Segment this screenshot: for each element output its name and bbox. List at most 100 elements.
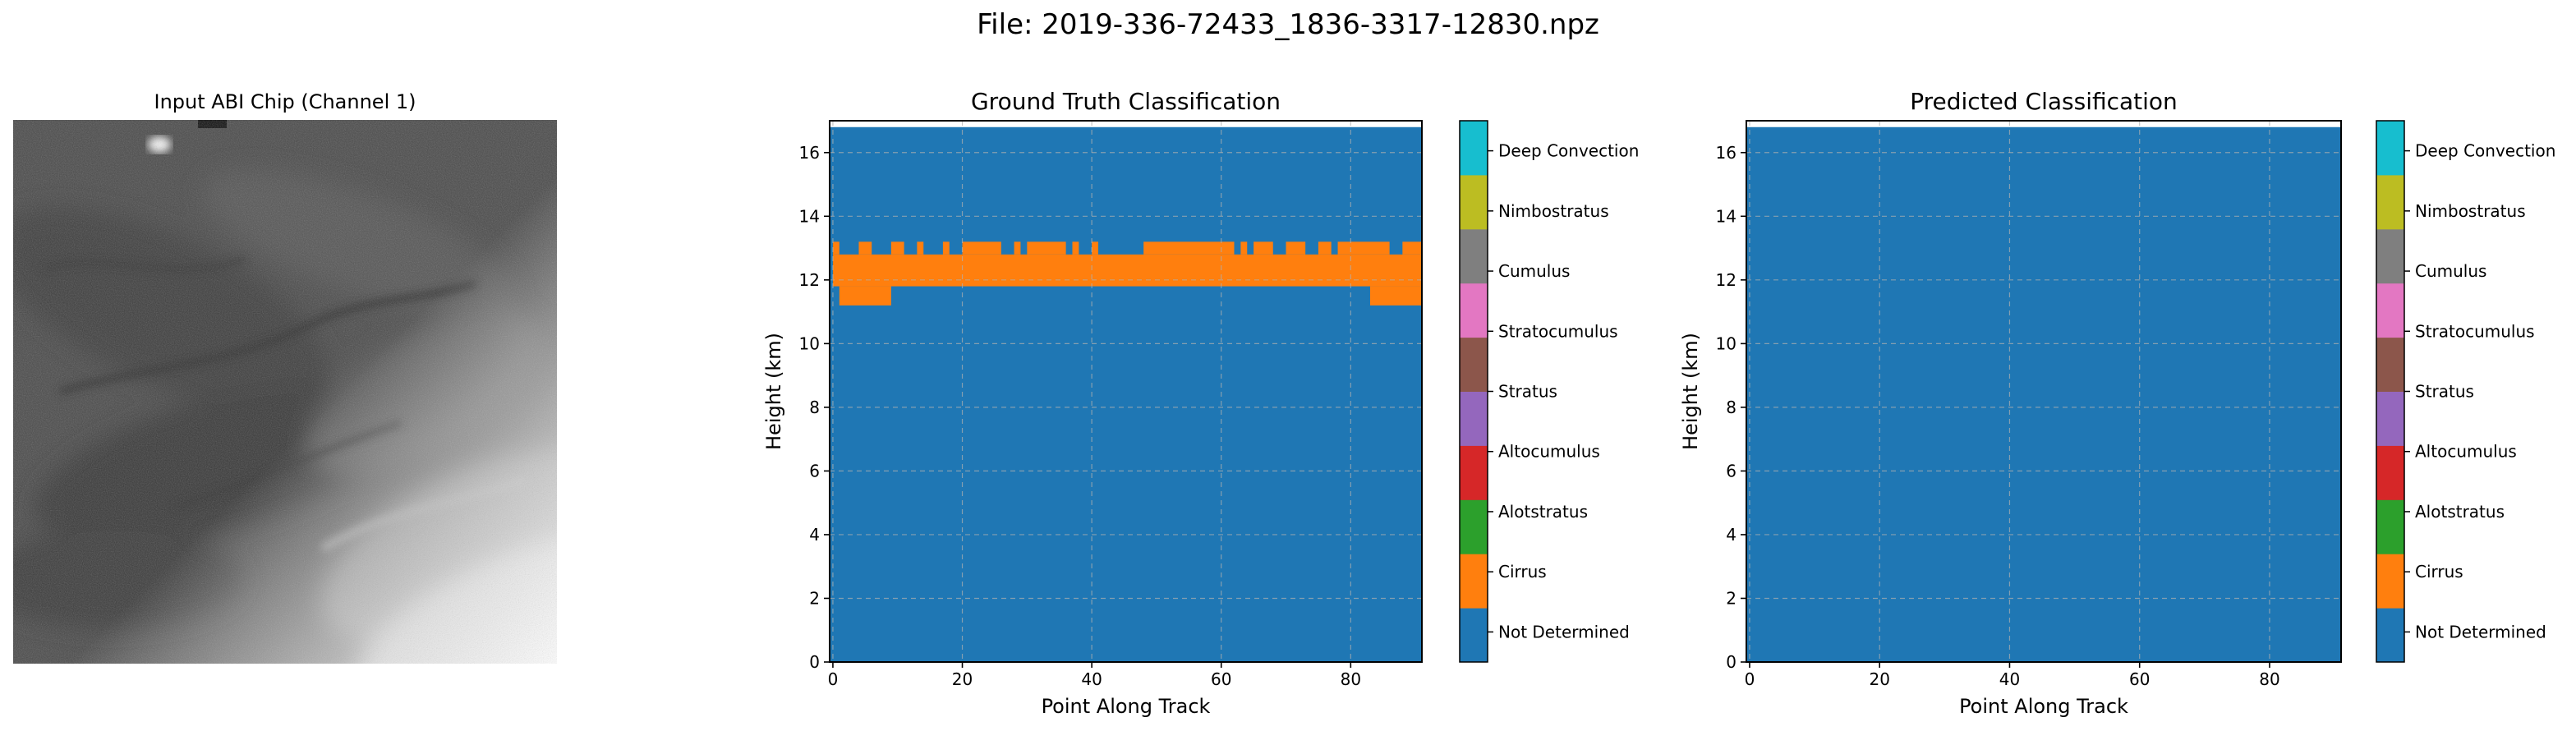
colorbar-segment — [2376, 174, 2404, 230]
x-tick-label: 60 — [2129, 669, 2150, 689]
y-tick-label: 14 — [1716, 206, 1736, 226]
heatmap-cell — [890, 241, 904, 255]
colorbar-label: Altocumulus — [2415, 442, 2517, 462]
heatmap-background — [1746, 126, 2341, 663]
heatmap-cell — [1143, 241, 1235, 255]
heatmap-cell — [832, 241, 840, 255]
y-tick-label: 8 — [809, 398, 820, 417]
y-tick-label: 6 — [809, 461, 820, 480]
heatmap-cell — [1072, 241, 1079, 255]
y-axis-label: Height (km) — [1679, 333, 1702, 450]
colorbar-segment — [2376, 554, 2404, 609]
heatmap-cell — [1318, 241, 1332, 255]
heatmap-cell — [839, 286, 891, 306]
plot-frame — [1746, 120, 2342, 663]
heatmap-cell — [1254, 241, 1273, 255]
x-tick-label: 40 — [1081, 669, 1102, 689]
colorbar-frame — [1459, 120, 1488, 663]
colorbar-segment — [1460, 174, 1488, 230]
x-tick-label: 80 — [2259, 669, 2279, 689]
y-tick-label: 10 — [799, 333, 820, 353]
y-tick-label: 6 — [1726, 461, 1736, 480]
figure-title: File: 2019-336-72433_1836-3317-12830.npz — [977, 8, 1599, 41]
y-tick-label: 16 — [799, 143, 820, 163]
x-tick-label: 0 — [828, 669, 839, 689]
colorbar-segment — [2376, 445, 2404, 500]
y-tick-label: 4 — [1726, 525, 1736, 545]
colorbar-label: Stratocumulus — [1498, 321, 1618, 341]
x-tick-label: 20 — [952, 669, 973, 689]
heatmap-cell — [1014, 241, 1021, 255]
colorbar-label: Cirrus — [1498, 562, 1547, 582]
colorbar-segment — [2376, 337, 2404, 392]
colorbar-label: Deep Convection — [1498, 141, 1639, 161]
colorbar-segment — [1460, 554, 1488, 609]
y-tick-label: 2 — [1726, 588, 1736, 608]
x-tick-label: 40 — [1999, 669, 2020, 689]
heatmap-background — [830, 126, 1422, 663]
colorbar-label: Deep Convection — [2415, 141, 2555, 161]
colorbar-segment — [2376, 608, 2404, 663]
colorbar-label: Altocumulus — [1498, 442, 1600, 462]
heatmap-cell — [1402, 241, 1422, 255]
plot-area — [830, 121, 1422, 662]
colorbar-segment — [1460, 445, 1488, 500]
colorbar-label: Cumulus — [2415, 261, 2486, 281]
colorbar-segment — [2376, 391, 2404, 446]
colorbar-label: Nimbostratus — [2415, 201, 2526, 221]
y-tick-label: 10 — [1716, 333, 1736, 353]
colorbar-label: Stratocumulus — [2415, 321, 2535, 341]
x-tick-label: 20 — [1869, 669, 1889, 689]
heatmap-cell — [832, 254, 1422, 287]
x-axis-label: Point Along Track — [1042, 695, 1211, 718]
y-tick-label: 12 — [1716, 270, 1736, 290]
colorbar-segment — [1460, 608, 1488, 663]
heatmap-cell — [942, 241, 950, 255]
colorbar-segment — [1460, 121, 1488, 176]
y-tick-label: 0 — [809, 652, 820, 672]
y-tick-label: 14 — [799, 206, 820, 226]
heatmap-cell — [1337, 241, 1390, 255]
input-chip-title: Input ABI Chip (Channel 1) — [154, 90, 416, 113]
input-abi-chip-image — [13, 120, 557, 664]
y-tick-label: 2 — [809, 588, 820, 608]
heatmap-cell — [858, 241, 872, 255]
y-tick-label: 8 — [1726, 398, 1736, 417]
panel-title: Ground Truth Classification — [971, 88, 1281, 115]
heatmap-cell — [1240, 241, 1248, 255]
heatmap-cell — [1027, 241, 1066, 255]
colorbar-label: Alotstratus — [1498, 502, 1588, 522]
x-tick-label: 60 — [1211, 669, 1231, 689]
plot-frame — [829, 120, 1423, 663]
colorbar-label: Cumulus — [1498, 261, 1570, 281]
colorbar-segment — [1460, 228, 1488, 284]
x-tick-label: 80 — [1341, 669, 1361, 689]
colorbar-segment — [1460, 337, 1488, 392]
colorbar-label: Stratus — [1498, 382, 1557, 402]
colorbar-segment — [2376, 283, 2404, 338]
heatmap-cell — [962, 241, 1001, 255]
colorbar-segment — [1460, 391, 1488, 446]
y-tick-label: 0 — [1726, 652, 1736, 672]
heatmap-cell — [1286, 241, 1306, 255]
y-tick-label: 12 — [799, 270, 820, 290]
x-axis-label: Point Along Track — [1959, 695, 2128, 718]
colorbar-label: Not Determined — [2415, 622, 2546, 641]
colorbar-label: Cirrus — [2415, 562, 2463, 582]
colorbar-segment — [2376, 499, 2404, 554]
colorbar-label: Alotstratus — [2415, 502, 2505, 522]
colorbar-frame — [2376, 120, 2405, 663]
heatmap-cell — [1369, 286, 1422, 306]
y-tick-label: 16 — [1716, 143, 1736, 163]
heatmap-cell — [917, 241, 924, 255]
plot-area — [1746, 121, 2341, 662]
heatmap-cell — [1092, 241, 1099, 255]
x-tick-label: 0 — [1745, 669, 1755, 689]
colorbar-label: Stratus — [2415, 382, 2474, 402]
colorbar-segment — [1460, 499, 1488, 554]
y-axis-label: Height (km) — [762, 333, 785, 450]
colorbar-segment — [1460, 283, 1488, 338]
colorbar-label: Not Determined — [1498, 622, 1630, 641]
colorbar-segment — [2376, 228, 2404, 284]
y-tick-label: 4 — [809, 525, 820, 545]
